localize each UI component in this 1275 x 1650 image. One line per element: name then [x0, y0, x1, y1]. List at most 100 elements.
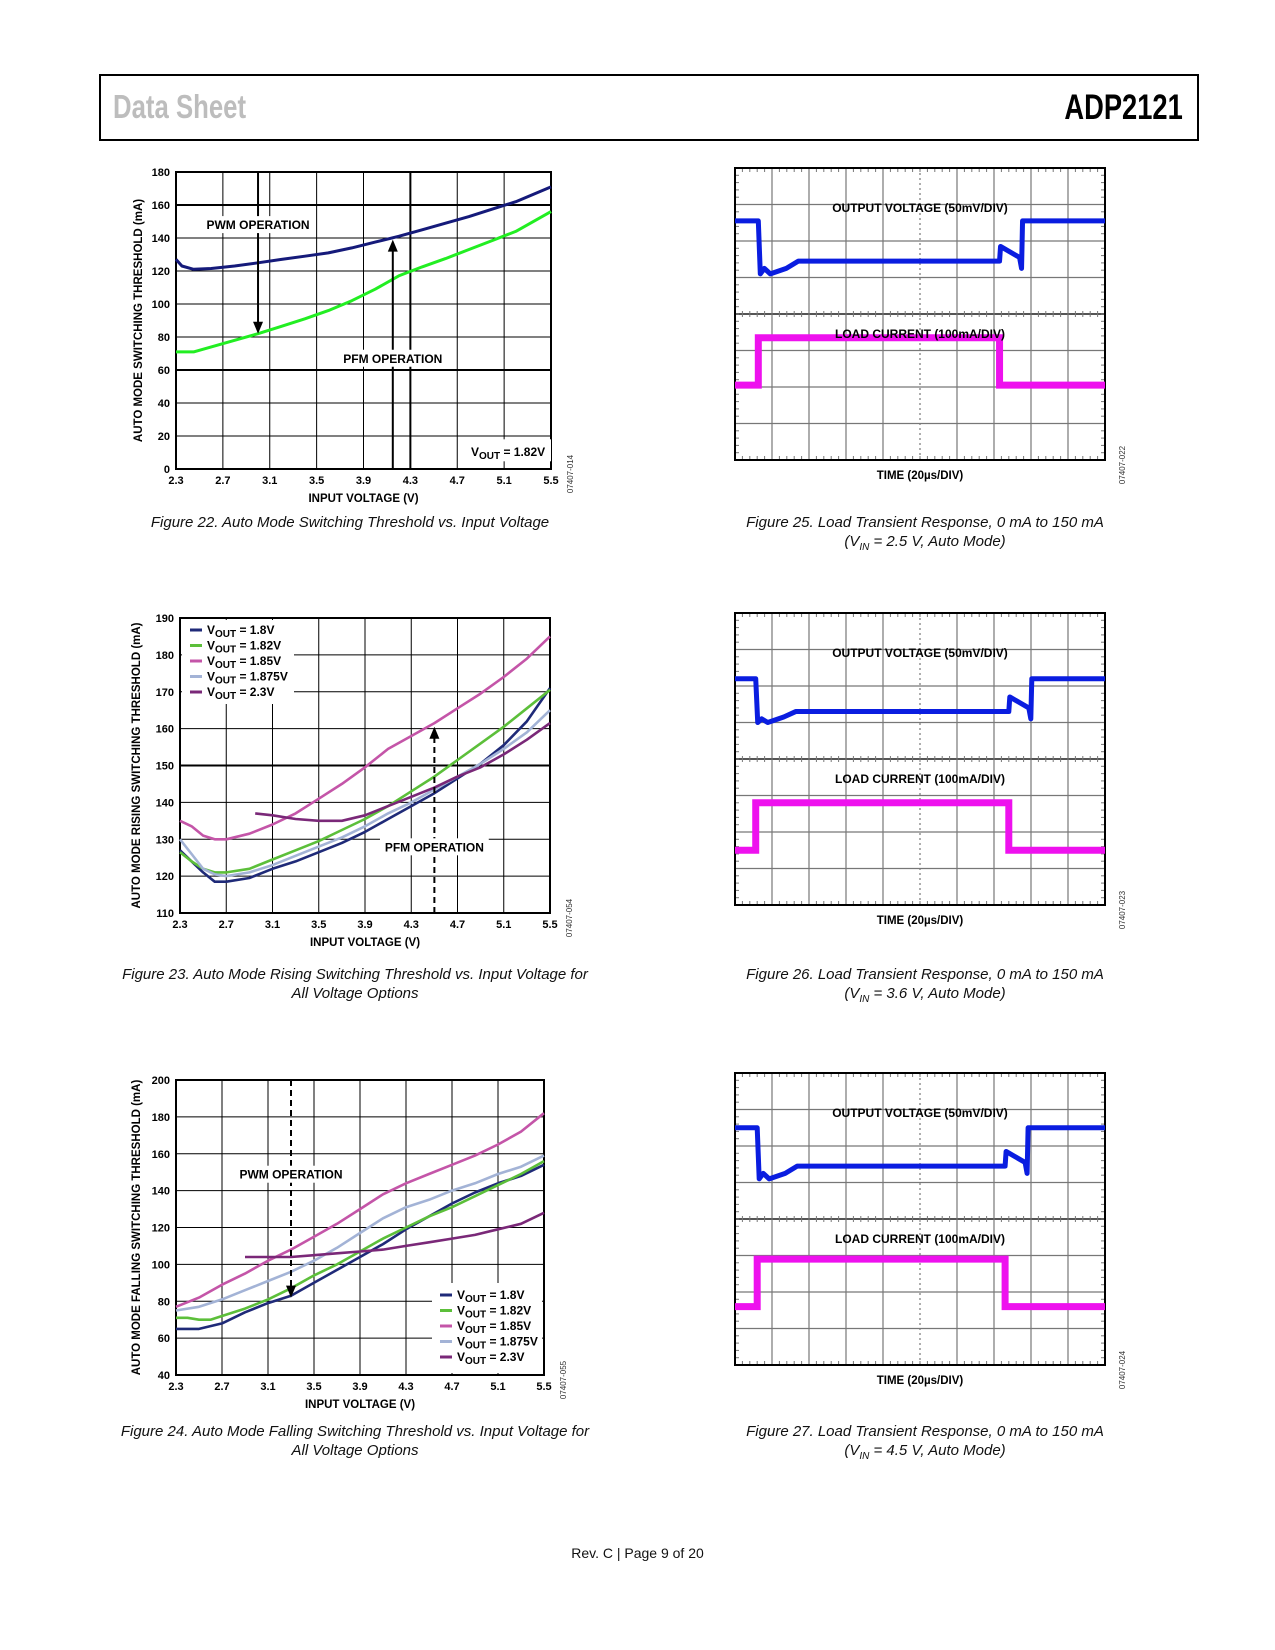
series-line-1_85V [175, 1112, 545, 1309]
figure-22-chart: 0 20 40 60 80 100 120 140 160 180 2.3 2.7 3.1 3.5 3.9 4… [133, 167, 575, 505]
x-tick-label: 3.5 [306, 1381, 321, 1393]
x-tick-label: 3.9 [352, 1381, 367, 1393]
subscript: OUT [465, 1341, 486, 1352]
y-tick-label: 140 [156, 797, 174, 809]
figure-24-caption: Figure 24. Auto Mode Falling Switching T… [115, 1422, 595, 1460]
output-voltage-trace [735, 676, 1105, 725]
x-tick-label: 3.5 [309, 475, 324, 487]
y-axis-label: AUTO MODE FALLING SWITCHING THRESHOLD (m… [131, 1080, 143, 1376]
caption-sub-pre: (V [844, 985, 860, 1002]
x-tick-label: 5.1 [496, 475, 511, 487]
y-tick-label: 140 [152, 1186, 170, 1198]
x-tick-label: 5.1 [496, 919, 511, 931]
load-current-trace [735, 799, 1105, 854]
series-line-1_875V [178, 709, 551, 878]
y-tick-label: 170 [156, 687, 174, 699]
caption-sub-pre: (V [844, 1442, 860, 1459]
y-tick-label: 180 [152, 1112, 170, 1124]
scope-screen: OUTPUT VOLTAGE (50mV/DIV) LOAD CURRENT (1… [734, 612, 1127, 929]
plot-area: 40 60 80 100 120 140 160 180 200 2.3 2.7 3.1 3.5 3.9 4… [131, 1075, 568, 1411]
pfm-arrow-head [429, 726, 440, 739]
figure-code: 07407-054 [565, 898, 574, 937]
v-symbol: V [207, 685, 215, 699]
value: = 1.82V [486, 1304, 531, 1318]
subscript: OUT [215, 645, 236, 656]
y-tick-label: 160 [152, 200, 170, 212]
y-tick-label: 40 [158, 1370, 170, 1382]
x-tick-label: 3.9 [357, 919, 372, 931]
figure-25-caption: Figure 25. Load Transient Response, 0 mA… [725, 513, 1125, 557]
x-tick-label: 3.1 [260, 1381, 275, 1393]
value: = 1.8V [236, 623, 274, 637]
y-tick-label: 60 [158, 365, 170, 377]
y-tick-label: 180 [156, 650, 174, 662]
scope-screen: OUTPUT VOLTAGE (50mV/DIV) LOAD CURRENT (1… [734, 167, 1127, 484]
figure-27-scope: OUTPUT VOLTAGE (50mV/DIV) LOAD CURRENT (1… [734, 1072, 1127, 1389]
x-tick-label: 5.5 [542, 919, 557, 931]
figure-26-scope: OUTPUT VOLTAGE (50mV/DIV) LOAD CURRENT (1… [734, 612, 1127, 929]
legend-label: VOUT = 1.875V [207, 670, 288, 687]
plot-area: 0 20 40 60 80 100 120 140 160 180 2.3 2.7 3.1 3.5 3.9 4… [133, 167, 575, 505]
figure-25-scope: OUTPUT VOLTAGE (50mV/DIV) LOAD CURRENT (1… [734, 167, 1127, 484]
figure-code: 07407-055 [559, 1360, 568, 1399]
v-symbol: V [457, 1350, 465, 1364]
load-current-trace [735, 334, 1105, 389]
y-axis-label: AUTO MODE SWITCHING THRESHOLD (mA) [133, 199, 145, 442]
subscript: OUT [465, 1356, 486, 1367]
figure-code: 07407-023 [1118, 890, 1127, 929]
y-tick-label: 150 [156, 761, 174, 773]
caption-text: Figure 24. Auto Mode Falling Switching T… [120, 1423, 590, 1459]
x-tick-label: 3.5 [311, 919, 326, 931]
load-current-trace [735, 1255, 1105, 1311]
x-axis-label: INPUT VOLTAGE (V) [308, 493, 418, 505]
v-symbol: V [207, 654, 215, 668]
annotation-pwm: PWM OPERATION [239, 1168, 342, 1182]
output-voltage-label: OUTPUT VOLTAGE (50mV/DIV) [832, 646, 1008, 660]
v-symbol: V [457, 1335, 465, 1349]
annotation-pfm-bg [338, 349, 448, 367]
v-symbol: V [457, 1304, 465, 1318]
y-tick-label: 0 [164, 464, 170, 476]
subscript: OUT [215, 629, 236, 640]
caption-sub: IN [859, 542, 870, 553]
x-tick-label: 4.7 [450, 919, 465, 931]
vout-note: VOUT = 1.82V [471, 445, 545, 462]
plot-frame [179, 617, 551, 914]
y-tick-label: 100 [152, 299, 170, 311]
figure-22-caption: Figure 22. Auto Mode Switching Threshold… [120, 513, 580, 532]
x-tick-label: 5.5 [543, 475, 558, 487]
value: = 2.3V [236, 685, 274, 699]
y-tick-label: 130 [156, 834, 174, 846]
v-symbol: V [207, 670, 215, 684]
x-tick-label: 2.3 [172, 919, 187, 931]
value: = 1.82V [236, 639, 281, 653]
x-tick-label: 2.3 [168, 475, 183, 487]
subscript: OUT [479, 451, 500, 462]
output-voltage-label: OUTPUT VOLTAGE (50mV/DIV) [832, 201, 1008, 215]
subscript: OUT [215, 676, 236, 687]
legend-label: VOUT = 2.3V [457, 1350, 525, 1367]
value: = 2.3V [486, 1350, 524, 1364]
series-line-1_82V [179, 688, 551, 874]
legend-label: VOUT = 1.82V [207, 639, 281, 656]
time-axis-label: TIME (20µs/DIV) [877, 470, 964, 482]
figure-code: 07407-014 [566, 454, 575, 493]
x-tick-label: 5.1 [490, 1381, 505, 1393]
subscript: OUT [465, 1325, 486, 1336]
x-axis-label: INPUT VOLTAGE (V) [305, 1399, 415, 1411]
figure-26-caption: Figure 26. Load Transient Response, 0 mA… [725, 965, 1125, 1009]
series-line-rising [174, 185, 552, 271]
series-line-1_8V [176, 1163, 545, 1331]
x-axis-label: INPUT VOLTAGE (V) [310, 937, 420, 949]
x-tick-label: 4.7 [450, 475, 465, 487]
x-tick-label: 3.1 [265, 919, 280, 931]
value: = 1.875V [486, 1335, 538, 1349]
legend-label: VOUT = 2.3V [207, 685, 275, 702]
subscript: OUT [215, 660, 236, 671]
output-voltage-trace [735, 218, 1105, 277]
caption-text: Figure 25. Load Transient Response, 0 mA… [746, 514, 1104, 531]
figure-code: 07407-024 [1118, 1350, 1127, 1389]
series-line-1_875V [175, 1154, 545, 1312]
caption-text: Figure 23. Auto Mode Rising Switching Th… [122, 966, 588, 1002]
y-tick-label: 200 [152, 1075, 170, 1087]
